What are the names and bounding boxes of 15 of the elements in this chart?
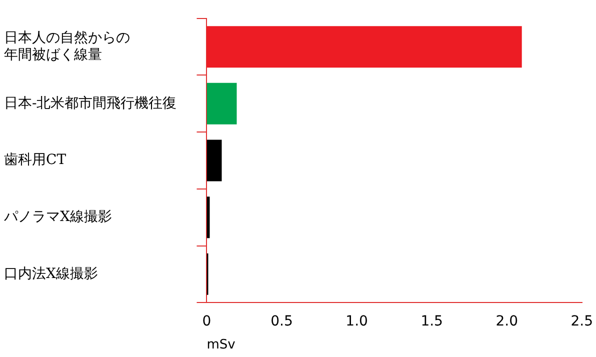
x-tick-label: 0 <box>202 314 212 330</box>
x-tick-label: 1.5 <box>420 314 443 330</box>
y-tick-label: 歯科用CT <box>4 152 67 168</box>
y-tick-label: 日本人の自然からの年間被ばく線量 <box>4 30 130 63</box>
y-tick-label: 口内法X線撮影 <box>4 266 98 282</box>
x-tick-label: 2.5 <box>570 314 593 330</box>
x-tick-label: 0.5 <box>270 314 293 330</box>
y-tick-label: パノラマX線撮影 <box>3 208 112 225</box>
x-tick-label: 2.0 <box>496 314 518 330</box>
y-tick-label: 日本-北米都市間飛行機往復 <box>4 95 177 112</box>
x-tick-label: 1.0 <box>346 314 368 330</box>
bar <box>206 140 222 182</box>
x-axis-title: mSv <box>206 338 236 353</box>
bar <box>206 26 522 68</box>
bar <box>206 82 237 124</box>
